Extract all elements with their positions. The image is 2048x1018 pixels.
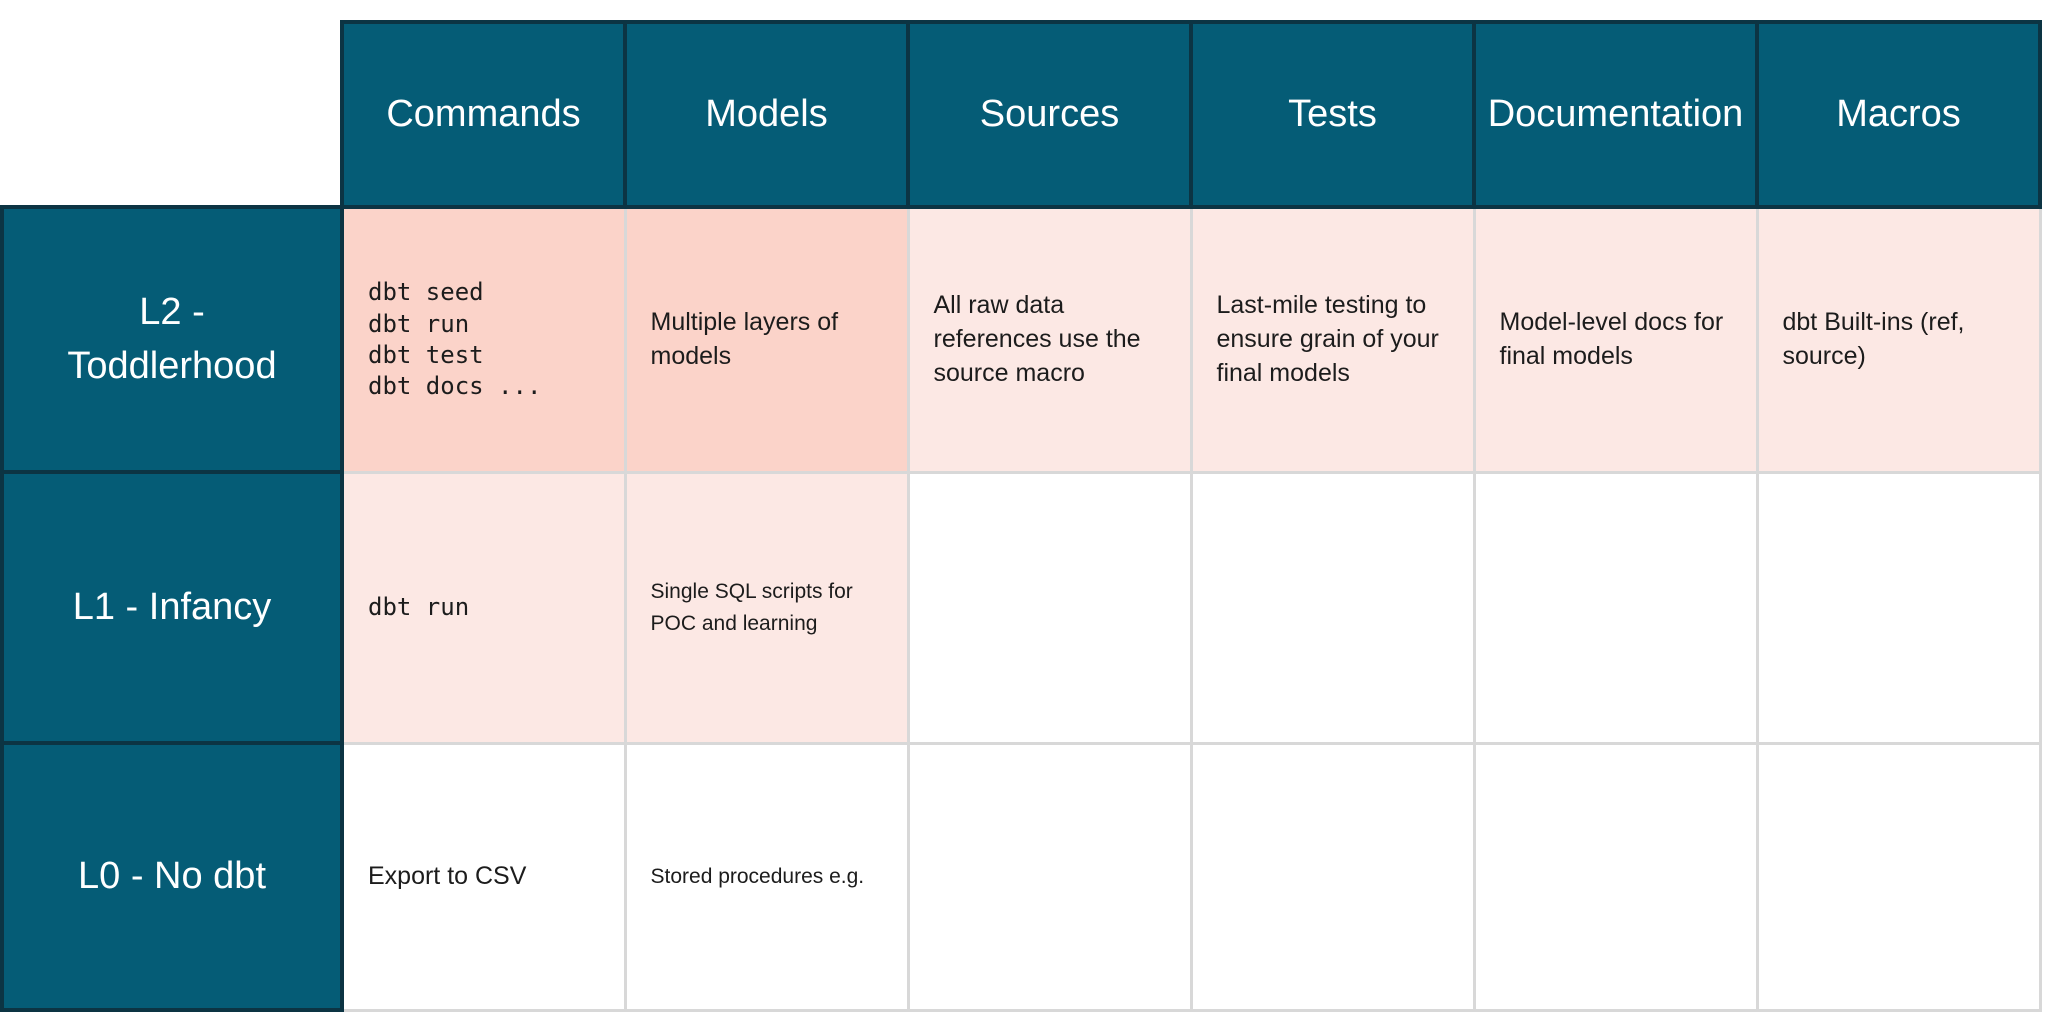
cell-l1-documentation: [1472, 470, 1759, 745]
row-label-l0: L0 - No dbt: [0, 741, 344, 1012]
corner-spacer-cell: [2, 22, 342, 207]
row-l1-infancy: L1 - Infancy dbt run Single SQL scripts …: [0, 470, 2042, 745]
column-header-sources: Sources: [906, 20, 1193, 209]
header-row: Commands Models Sources Tests Documentat…: [2, 20, 2042, 209]
row-label-l2: L2 - Toddlerhood: [0, 205, 344, 474]
cell-l0-documentation: [1472, 741, 1759, 1012]
cell-l2-sources: All raw data references use the source m…: [906, 205, 1193, 474]
cell-l0-sources: [906, 741, 1193, 1012]
column-header-commands: Commands: [340, 20, 627, 209]
column-header-models: Models: [623, 20, 910, 209]
cell-l1-sources: [906, 470, 1193, 745]
column-header-macros: Macros: [1755, 20, 2042, 209]
cell-l2-models: Multiple layers of models: [623, 205, 910, 474]
row-label-l0-text: L0 - No dbt: [78, 854, 266, 897]
row-l0-no-dbt: L0 - No dbt Export to CSV Stored procedu…: [0, 741, 2042, 1012]
cell-l2-macros: dbt Built-ins (ref, source): [1755, 205, 2042, 474]
row-l2-toddlerhood: L2 - Toddlerhood dbt seed dbt run dbt te…: [0, 205, 2042, 474]
cell-l1-macros: [1755, 470, 2042, 745]
row-label-l1-text: L1 - Infancy: [72, 585, 272, 628]
cell-l2-commands: dbt seed dbt run dbt test dbt docs ...: [340, 205, 627, 474]
cell-l1-commands: dbt run: [340, 470, 627, 745]
maturity-matrix-table: Commands Models Sources Tests Documentat…: [0, 20, 2042, 1012]
cell-l1-tests: [1189, 470, 1476, 745]
row-label-l1: L1 - Infancy: [0, 470, 344, 745]
column-header-tests: Tests: [1189, 20, 1476, 209]
cell-l2-tests: Last-mile testing to ensure grain of you…: [1189, 205, 1476, 474]
cell-l0-models: Stored procedures e.g.: [623, 741, 910, 1012]
row-label-l2-text: L2 - Toddlerhood: [67, 291, 277, 387]
cell-l2-documentation: Model-level docs for final models: [1472, 205, 1759, 474]
column-header-documentation: Documentation: [1472, 20, 1759, 209]
cell-l0-commands: Export to CSV: [340, 741, 627, 1012]
cell-l1-models: Single SQL scripts for POC and learning: [623, 470, 910, 745]
cell-l0-macros: [1755, 741, 2042, 1012]
cell-l0-tests: [1189, 741, 1476, 1012]
